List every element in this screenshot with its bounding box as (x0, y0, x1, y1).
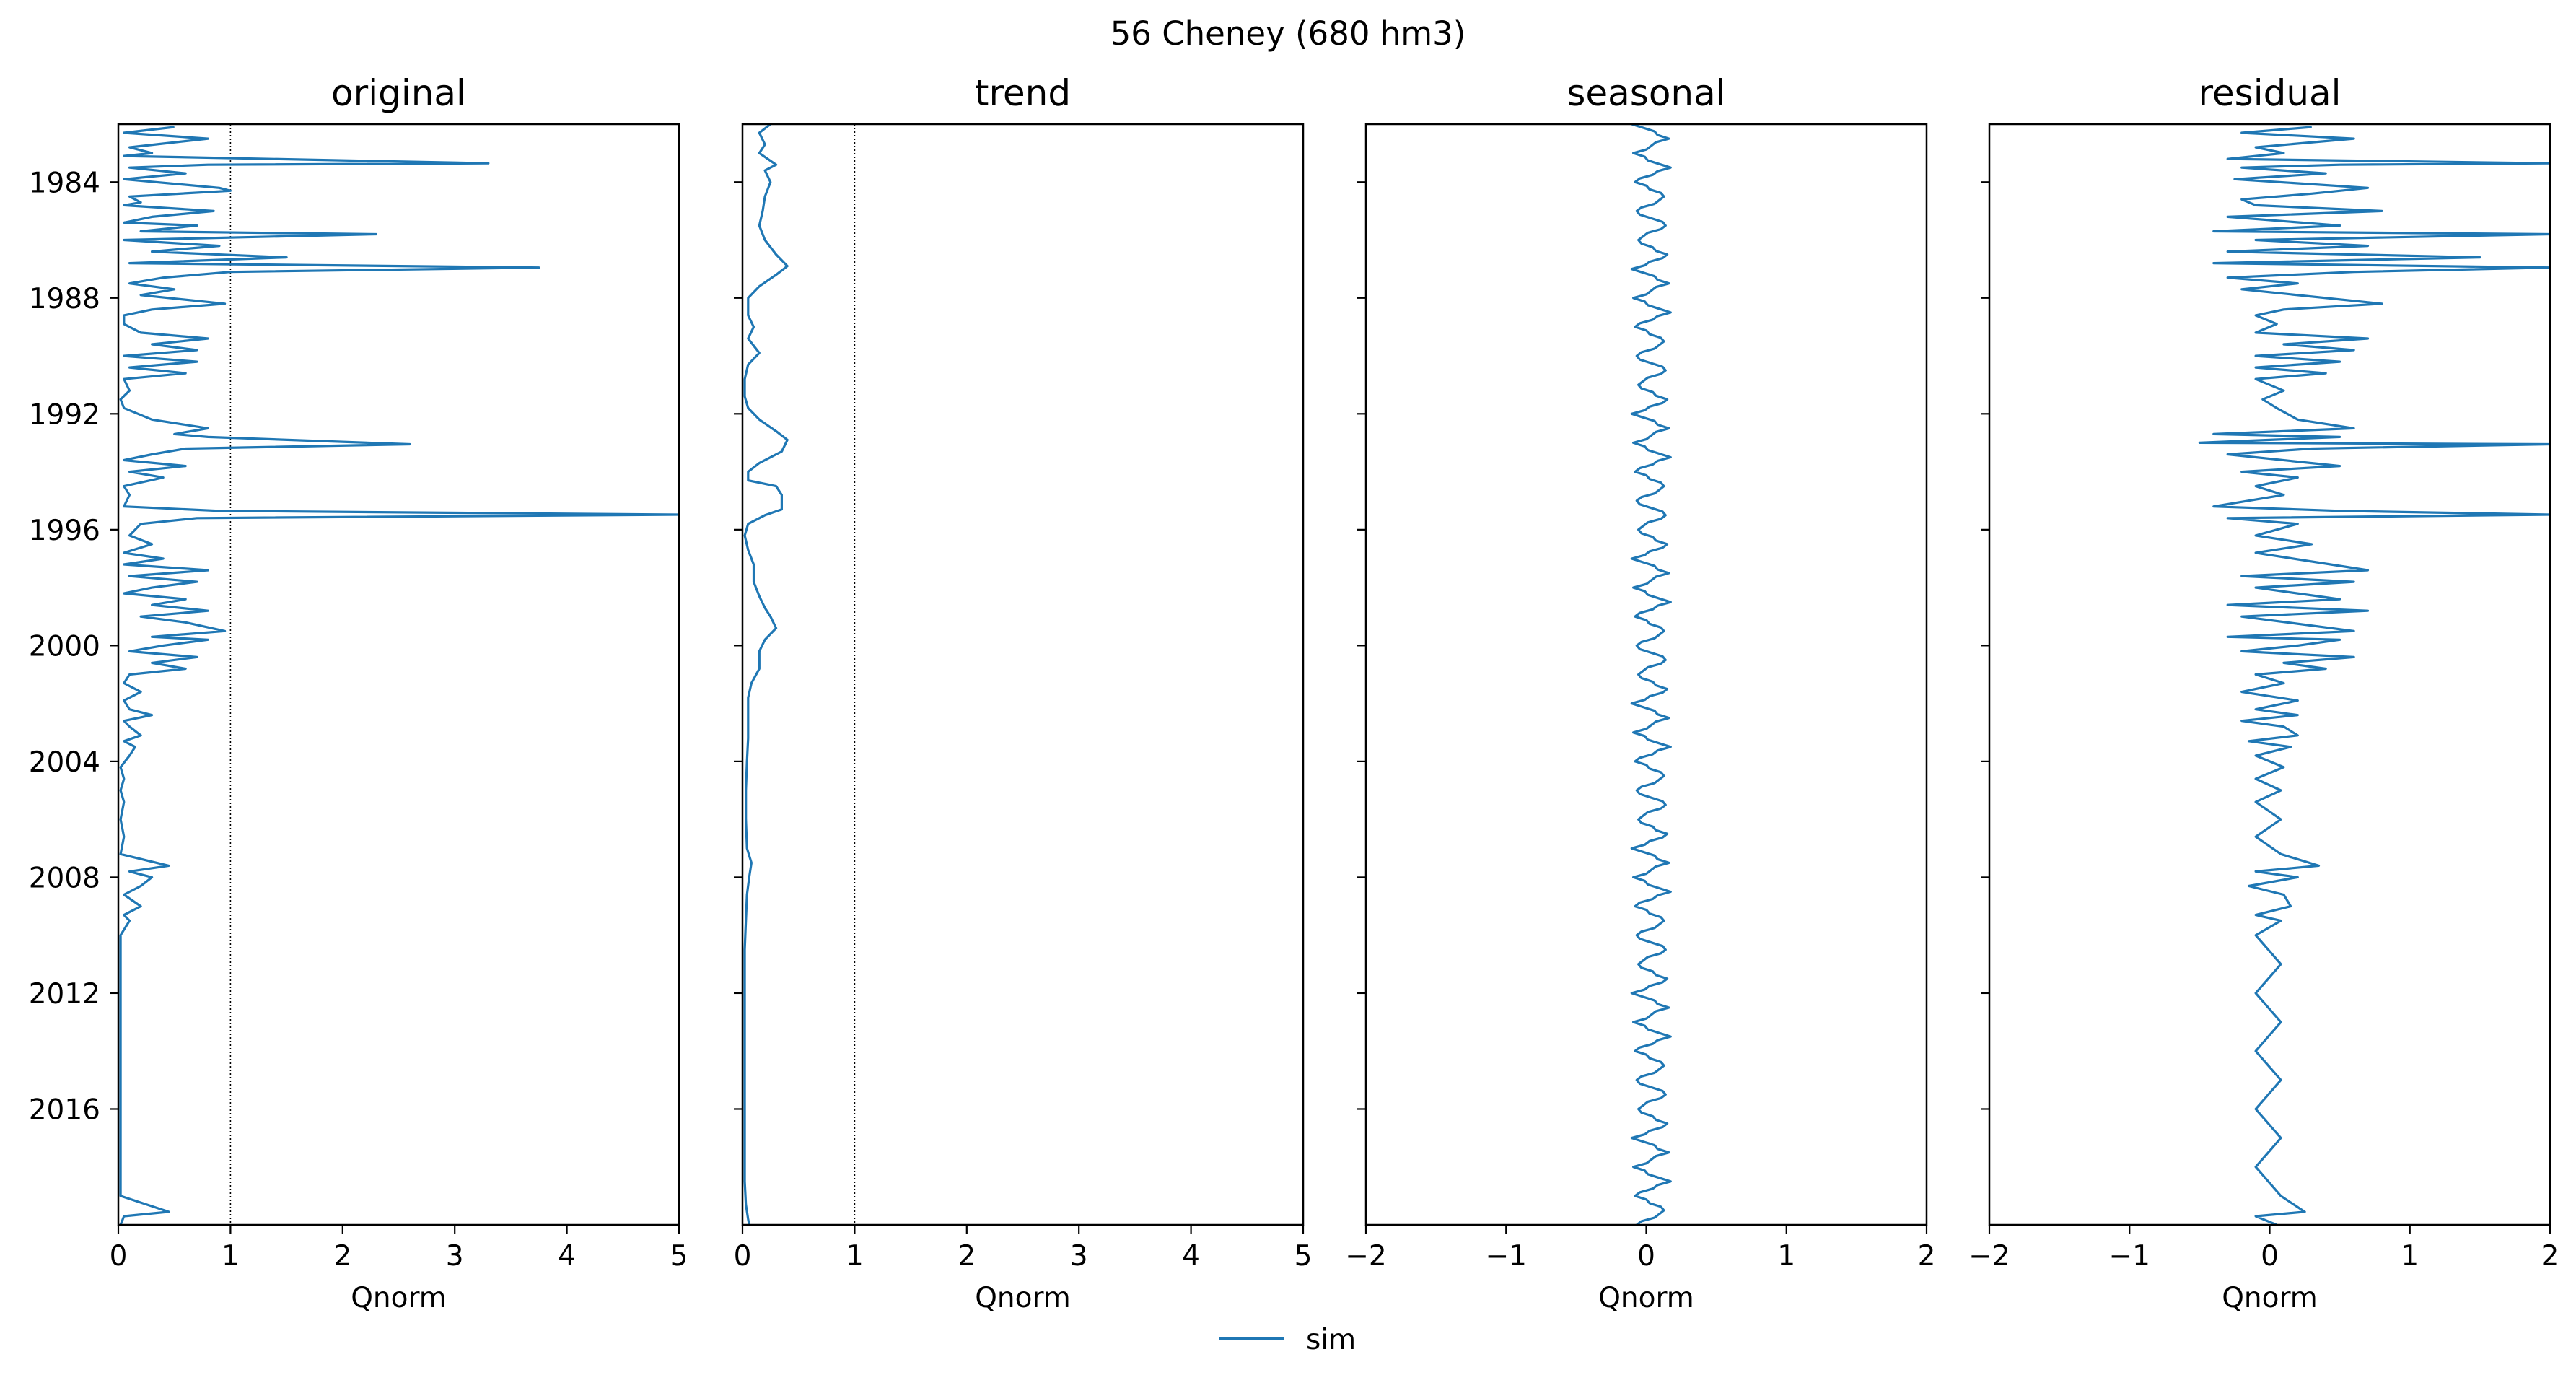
series-line-sim (2198, 126, 2550, 1225)
x-axis-label: Qnorm (351, 1282, 447, 1314)
x-tick-label: 1 (222, 1240, 240, 1273)
figure-suptitle: 56 Cheney (680 hm3) (1110, 14, 1466, 53)
x-axis-label: Qnorm (1598, 1282, 1694, 1314)
x-axis-label: Qnorm (2222, 1282, 2318, 1314)
x-tick-label: 0 (2261, 1240, 2279, 1273)
panel-title: seasonal (1567, 72, 1725, 114)
x-tick-label: 1 (2401, 1240, 2419, 1273)
y-tick-label: 1984 (29, 167, 100, 199)
x-tick-label: 0 (1637, 1240, 1655, 1273)
x-tick-label: −2 (1968, 1240, 2010, 1273)
x-tick-label: 3 (1070, 1240, 1088, 1273)
x-tick-label: 1 (1777, 1240, 1795, 1273)
y-tick-label: 2016 (29, 1094, 100, 1126)
y-tick-label: 1988 (29, 283, 100, 315)
x-tick-label: 3 (446, 1240, 464, 1273)
panel-residual: residual −2 −1 0 1 2 Qnorm (1968, 72, 2559, 1314)
x-tick-label: 0 (734, 1240, 752, 1273)
x-tick-label: 2 (958, 1240, 976, 1273)
x-tick-label: 2 (333, 1240, 351, 1273)
y-tick-label: 2000 (29, 630, 100, 663)
x-tick-label: 5 (670, 1240, 688, 1273)
axes-frame (1364, 123, 1928, 1226)
y-tick-label: 1992 (29, 398, 100, 431)
y-tick-label: 2004 (29, 746, 100, 779)
axes-frame (117, 123, 680, 1226)
legend: sim (1219, 1324, 1356, 1356)
x-tick-label: 5 (1294, 1240, 1313, 1273)
panel-trend: trend 0 1 2 3 4 5 Qnorm (734, 72, 1313, 1314)
x-tick-label: 4 (558, 1240, 576, 1273)
x-tick-label: 0 (110, 1240, 128, 1273)
series-line-sim (119, 126, 679, 1225)
panel-title: trend (975, 72, 1071, 114)
x-tick-label: −2 (1345, 1240, 1387, 1273)
x-tick-label: 2 (1918, 1240, 1936, 1273)
x-tick-label: 4 (1182, 1240, 1200, 1273)
legend-label: sim (1306, 1324, 1356, 1356)
y-tick-label: 2008 (29, 862, 100, 894)
x-tick-label: 2 (2541, 1240, 2559, 1273)
panel-seasonal: seasonal −2 −1 0 1 2 Qnorm (1345, 72, 1935, 1314)
x-tick-label: −1 (2109, 1240, 2151, 1273)
panel-original: original 0 1 2 3 4 5 Qnorm 1984 1988 1992 1996 2000 2… (29, 72, 688, 1314)
series-line-sim (743, 124, 789, 1225)
x-tick-label: 1 (846, 1240, 864, 1273)
x-axis-label: Qnorm (975, 1282, 1071, 1314)
panel-title: original (331, 72, 466, 114)
y-tick-label: 2012 (29, 978, 100, 1011)
axes-frame (741, 123, 1305, 1226)
panel-title: residual (2198, 72, 2341, 114)
series-line-sim (1630, 124, 1672, 1225)
y-tick-label: 1996 (29, 515, 100, 547)
x-tick-label: −1 (1486, 1240, 1528, 1273)
